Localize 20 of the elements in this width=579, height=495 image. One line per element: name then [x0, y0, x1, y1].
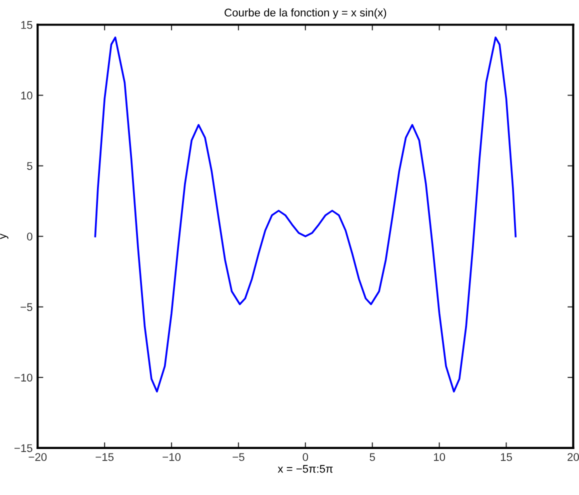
- x-tick-label: −10: [162, 453, 181, 461]
- y-tick-label: 0: [27, 232, 32, 240]
- x-tick-label: −20: [28, 453, 47, 461]
- y-tick-label: −15: [14, 444, 32, 452]
- x-tick-label: −15: [96, 453, 114, 461]
- y-tick-label: 5: [27, 162, 32, 170]
- y-tick-label: 15: [21, 21, 32, 29]
- x-axis-title: x = −5π:5π: [278, 464, 333, 473]
- y-tick-label: −10: [14, 374, 32, 382]
- x-tick-label: 20: [568, 453, 579, 461]
- y-axis-title: y: [0, 234, 8, 240]
- y-tick-label: −5: [20, 303, 32, 312]
- x-tick-label: 5: [370, 453, 375, 461]
- x-tick-label: −5: [232, 453, 244, 461]
- x-tick-label: 15: [500, 453, 512, 461]
- x-tick-label: 0: [302, 453, 308, 461]
- y-tick-label: 10: [21, 92, 32, 100]
- x-tick-label: 10: [434, 453, 446, 461]
- line-series: [94, 36, 517, 392]
- chart-title: Courbe de la fonction y = x sin(x): [224, 8, 386, 19]
